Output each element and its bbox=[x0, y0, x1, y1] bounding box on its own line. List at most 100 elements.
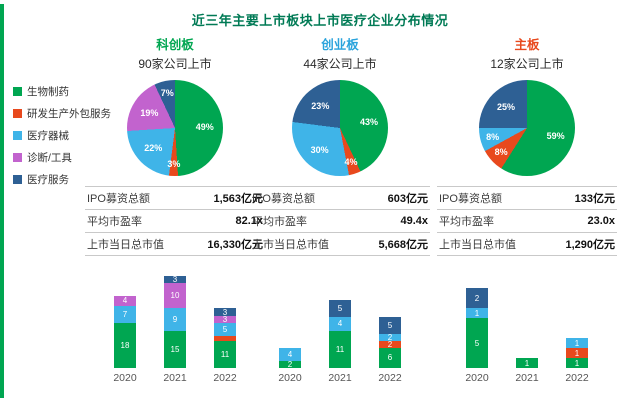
bar-slot: 15 9 10 3 bbox=[150, 274, 200, 368]
metric-row: 平均市盈率 49.4x bbox=[250, 209, 430, 232]
legend-item: 生物制药 bbox=[13, 84, 111, 99]
year-label: 2020 bbox=[113, 372, 137, 384]
year-label: 2022 bbox=[565, 372, 589, 384]
metric-label: 上市当日总市值 bbox=[252, 239, 329, 251]
stacked-bar-2022: 11 5 3 3 bbox=[214, 308, 236, 368]
metric-label: IPO募资总额 bbox=[87, 193, 150, 205]
metric-row: 平均市盈率 23.0x bbox=[437, 209, 617, 232]
year-axis: 2020 2021 2022 bbox=[85, 372, 265, 384]
legend-color-swatch-icon bbox=[13, 175, 22, 184]
metric-label: 平均市盈率 bbox=[439, 216, 494, 228]
board-column-chinext: 创业板 44家公司上市 43% 4% 30% 23% IPO募资总额 603亿元 平均市盈… bbox=[250, 34, 430, 394]
pie-slice-label: 4% bbox=[344, 156, 358, 167]
bar-segment: 3 bbox=[214, 315, 236, 324]
legend-label: 医疗器械 bbox=[27, 130, 69, 142]
pie-slice-label: 43% bbox=[360, 116, 379, 127]
metric-value: 16,330亿元 bbox=[207, 239, 263, 251]
legend-item: 医疗器械 bbox=[13, 128, 111, 143]
stacked-bar-2021: 1 bbox=[516, 358, 538, 368]
metric-label: 上市当日总市值 bbox=[87, 239, 164, 251]
bar-segment: 3 bbox=[214, 308, 236, 316]
bar-segment: 11 bbox=[214, 340, 236, 368]
bar-segment: 2 bbox=[379, 340, 401, 348]
bar-segment: 9 bbox=[164, 308, 186, 331]
metric-row: 平均市盈率 82.1x bbox=[85, 209, 265, 232]
pie-slice-label: 49% bbox=[195, 122, 214, 133]
metrics-table: IPO募资总额 603亿元平均市盈率 49.4x 上市当日总市值 5,668亿元 bbox=[250, 186, 430, 256]
metric-row: 上市当日总市值 5,668亿元 bbox=[250, 232, 430, 255]
legend-item: 诊断/工具 bbox=[13, 150, 111, 165]
metric-label: IPO募资总额 bbox=[439, 193, 502, 205]
bar-slot: 1 bbox=[502, 274, 552, 368]
bar-segment: 1 bbox=[566, 358, 588, 368]
year-axis: 2020 2021 2022 bbox=[250, 372, 430, 384]
pie-slice-label: 22% bbox=[144, 143, 163, 154]
board-subtitle: 90家公司上市 bbox=[138, 57, 212, 71]
metrics-table: IPO募资总额 1,563亿元平均市盈率 82.1x 上市当日总市值 16,330亿元 bbox=[85, 186, 265, 256]
stacked-bar-2020: 18 7 4 bbox=[114, 295, 136, 368]
metric-value: 1,563亿元 bbox=[213, 193, 263, 205]
pie-slice-label: 19% bbox=[140, 107, 159, 118]
legend-label: 研发生产外包服务 bbox=[27, 108, 111, 120]
pie-slice-label: 59% bbox=[546, 131, 565, 142]
legend-label: 生物制药 bbox=[27, 86, 69, 98]
bar-segment bbox=[214, 335, 236, 341]
bar-segment: 7 bbox=[114, 305, 136, 324]
legend-item: 研发生产外包服务 bbox=[13, 106, 111, 121]
board-column-star-market: 科创板 90家公司上市 49% 3% 22% 19% 7% IPO募资总额 1,563亿元… bbox=[85, 34, 265, 394]
bar-segment: 2 bbox=[279, 361, 301, 368]
bar-segment: 1 bbox=[566, 348, 588, 358]
legend-color-swatch-icon bbox=[13, 109, 22, 118]
year-label: 2022 bbox=[378, 372, 402, 384]
metric-row: IPO募资总额 1,563亿元 bbox=[85, 186, 265, 209]
board-title: 主板 bbox=[514, 38, 540, 52]
metric-row: 上市当日总市值 16,330亿元 bbox=[85, 232, 265, 255]
metric-label: 平均市盈率 bbox=[87, 216, 142, 228]
pie-slice-label: 30% bbox=[310, 144, 329, 155]
board-subtitle: 44家公司上市 bbox=[303, 57, 377, 71]
metric-label: 平均市盈率 bbox=[252, 216, 307, 228]
metric-value: 603亿元 bbox=[387, 193, 428, 205]
bar-segment: 1 bbox=[516, 358, 538, 368]
bar-slot: 18 7 4 bbox=[100, 274, 150, 368]
legend-color-swatch-icon bbox=[13, 87, 22, 96]
legend-label: 医疗服务 bbox=[27, 174, 69, 186]
stacked-bar-chart: 2 4 11 4 5 6 2 2 5 bbox=[250, 274, 430, 368]
metric-value: 49.4x bbox=[400, 215, 428, 227]
metric-value: 5,668亿元 bbox=[378, 239, 428, 251]
stacked-bar-2021: 15 9 10 3 bbox=[164, 276, 186, 368]
bar-segment: 6 bbox=[379, 347, 401, 368]
pie-slice-label: 7% bbox=[160, 88, 174, 99]
category-legend: 生物制药研发生产外包服务 医疗器械诊断/工具医疗服务 bbox=[13, 84, 111, 194]
bar-segment: 18 bbox=[114, 323, 136, 368]
bar-segment: 4 bbox=[329, 317, 351, 331]
bar-segment: 11 bbox=[329, 330, 351, 368]
bar-segment: 1 bbox=[466, 308, 488, 318]
year-label: 2022 bbox=[213, 372, 237, 384]
bar-segment: 4 bbox=[279, 347, 301, 362]
pie-slice-label: 8% bbox=[486, 131, 500, 142]
bar-segment: 1 bbox=[566, 338, 588, 348]
bar-segment: 2 bbox=[466, 288, 488, 308]
pie-slice-label: 8% bbox=[494, 147, 508, 158]
metric-value: 82.1x bbox=[235, 215, 263, 227]
legend-color-swatch-icon bbox=[13, 153, 22, 162]
bar-segment: 15 bbox=[164, 330, 186, 368]
metric-value: 1,290亿元 bbox=[565, 239, 615, 251]
pie-chart: 59% 8% 8% 25% bbox=[479, 80, 575, 176]
metric-label: 上市当日总市值 bbox=[439, 239, 516, 251]
year-label: 2020 bbox=[278, 372, 302, 384]
board-subtitle: 12家公司上市 bbox=[490, 57, 564, 71]
bar-segment: 10 bbox=[164, 283, 186, 309]
metric-value: 133亿元 bbox=[574, 193, 615, 205]
legend-color-swatch-icon bbox=[13, 131, 22, 140]
stacked-bar-chart: 18 7 4 15 9 10 3 11 5 3 3 bbox=[85, 274, 265, 368]
metric-row: IPO募资总额 603亿元 bbox=[250, 186, 430, 209]
metric-row: 上市当日总市值 1,290亿元 bbox=[437, 232, 617, 255]
